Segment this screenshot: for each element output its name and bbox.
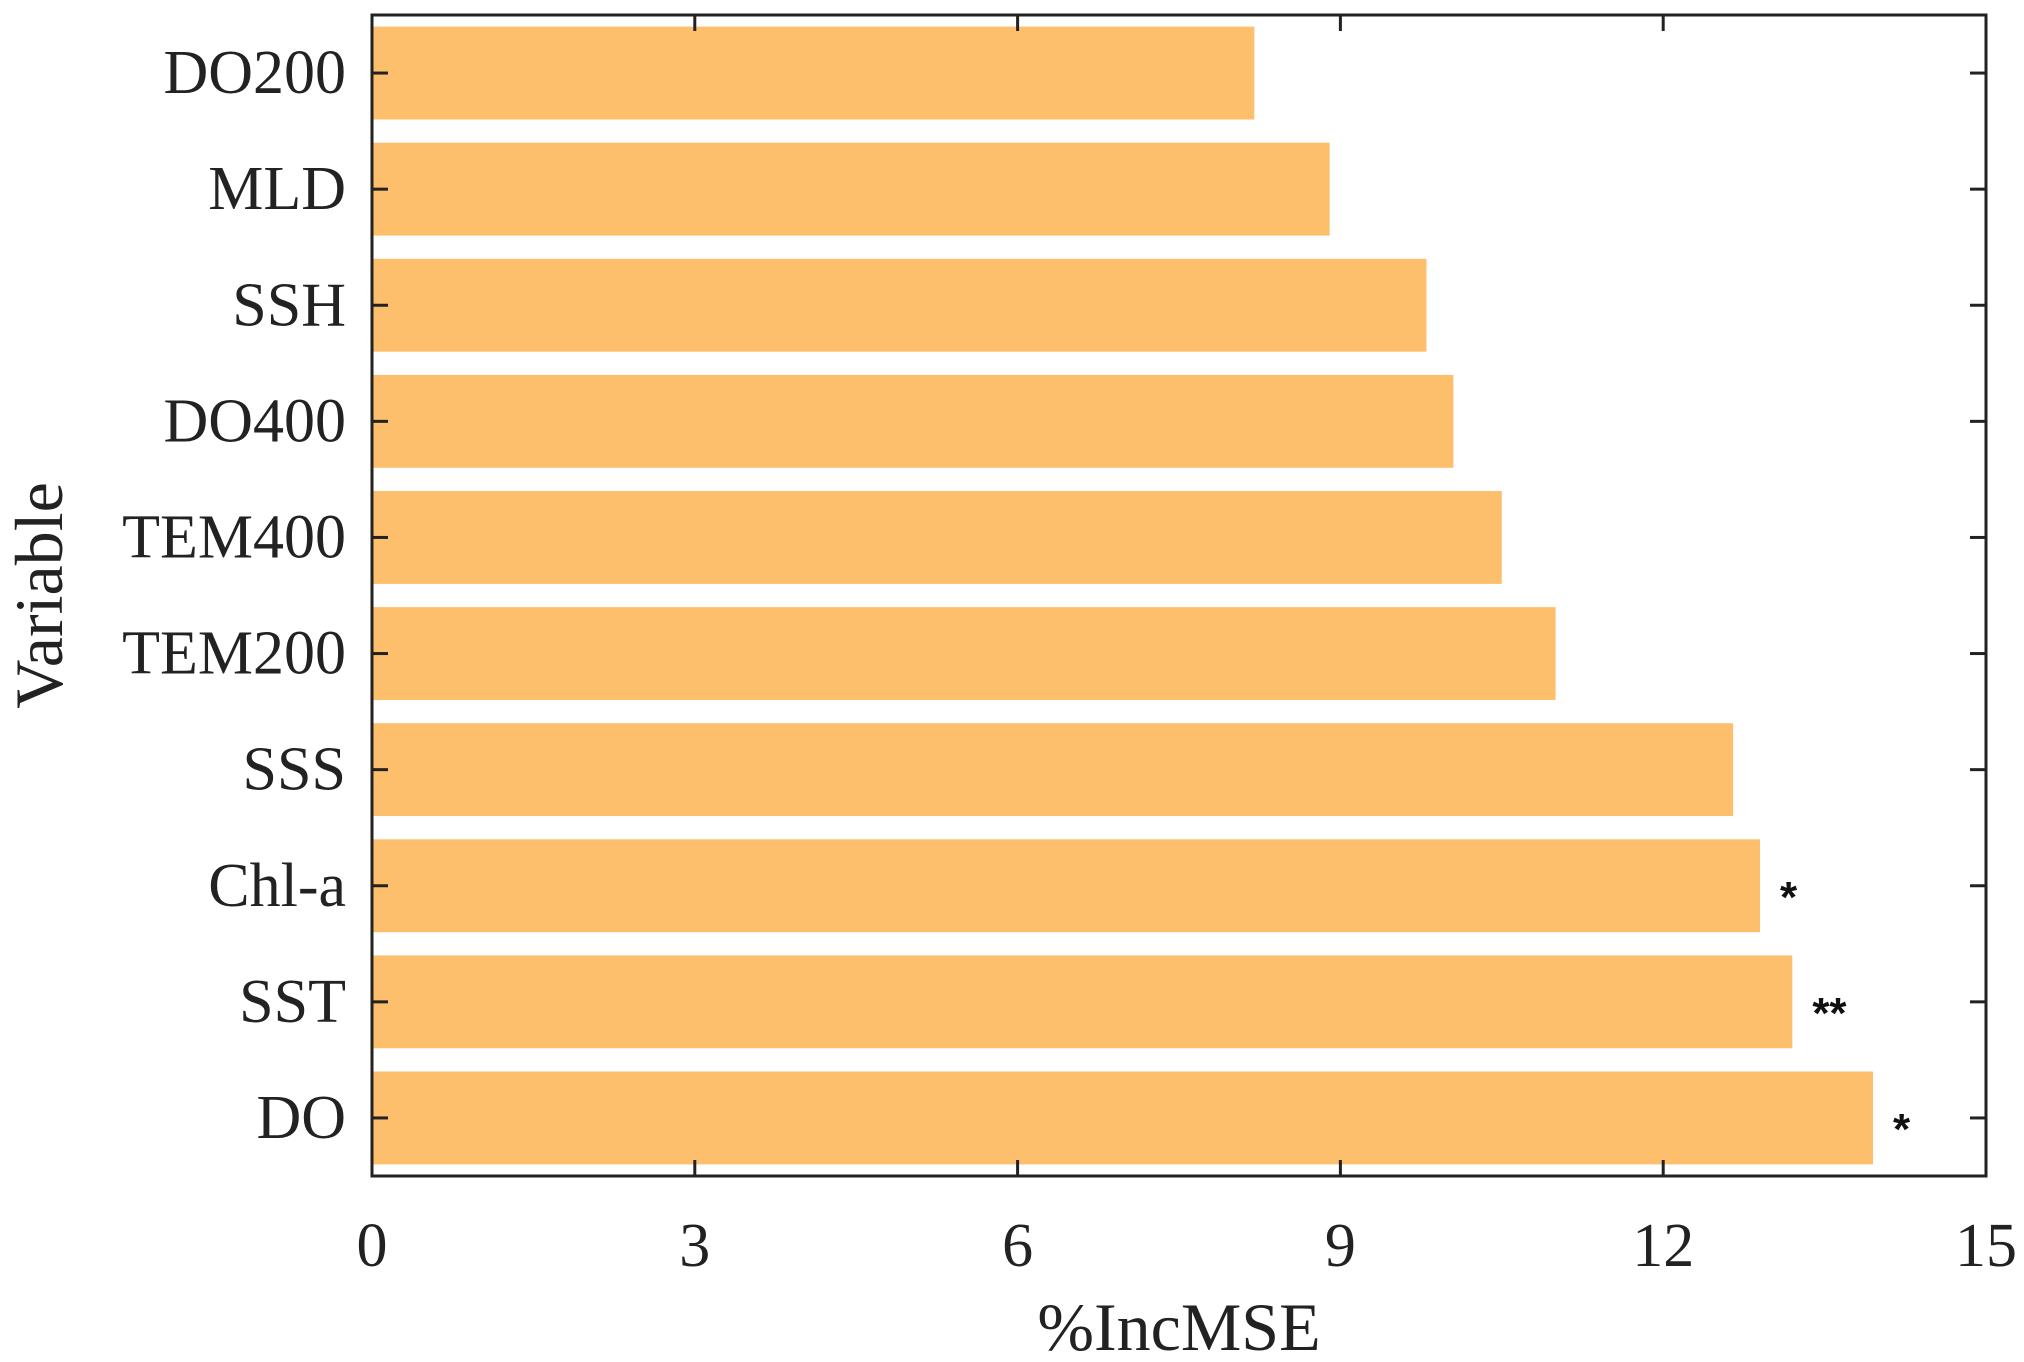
bar-do400 — [372, 374, 1454, 468]
significance-mark: * — [1780, 873, 1798, 922]
y-axis-title: Variable — [1, 482, 77, 709]
ticks-group — [370, 15, 1988, 1176]
bar-tem200 — [372, 607, 1556, 700]
plot-frame — [370, 13, 1988, 1178]
bar-tem400 — [372, 491, 1502, 584]
y-tick-label: DO400 — [163, 387, 346, 455]
x-tick-labels-group: 0 3 6 9 12 15 — [357, 1212, 2018, 1280]
y-tick-label: SSH — [232, 271, 346, 339]
significance-marks-group: **** — [1780, 873, 1911, 1154]
bars-group — [372, 26, 1874, 1165]
x-axis-title: %IncMSE — [1037, 1289, 1320, 1362]
x-tick-label: 15 — [1955, 1212, 2017, 1280]
y-tick-label: MLD — [208, 155, 346, 223]
y-tick-label: Chl-a — [208, 852, 346, 920]
significance-mark: ** — [1812, 989, 1847, 1038]
bar-sst — [372, 955, 1793, 1049]
y-tick-label: SST — [239, 968, 346, 1036]
bar-do — [372, 1071, 1874, 1165]
x-tick-label: 9 — [1325, 1212, 1356, 1280]
bar-ssh — [372, 258, 1427, 352]
bar-sss — [372, 723, 1734, 817]
y-tick-label: DO200 — [163, 39, 346, 107]
bar-do200 — [372, 26, 1255, 120]
x-tick-label: 0 — [357, 1212, 388, 1280]
y-tick-label: TEM400 — [122, 503, 346, 571]
y-tick-label: DO — [256, 1084, 346, 1152]
bar-mld — [372, 142, 1330, 236]
bar-chl-a — [372, 839, 1761, 933]
y-tick-label: SSS — [243, 736, 346, 804]
x-tick-label: 3 — [679, 1212, 710, 1280]
x-tick-label: 12 — [1632, 1212, 1694, 1280]
significance-mark: * — [1893, 1105, 1911, 1154]
y-tick-labels-group: DO200 MLD SSH DO400 TEM400 TEM200 SSS Chl-a SST D… — [122, 39, 346, 1152]
y-tick-label: TEM200 — [122, 620, 346, 688]
x-tick-label: 6 — [1002, 1212, 1033, 1280]
